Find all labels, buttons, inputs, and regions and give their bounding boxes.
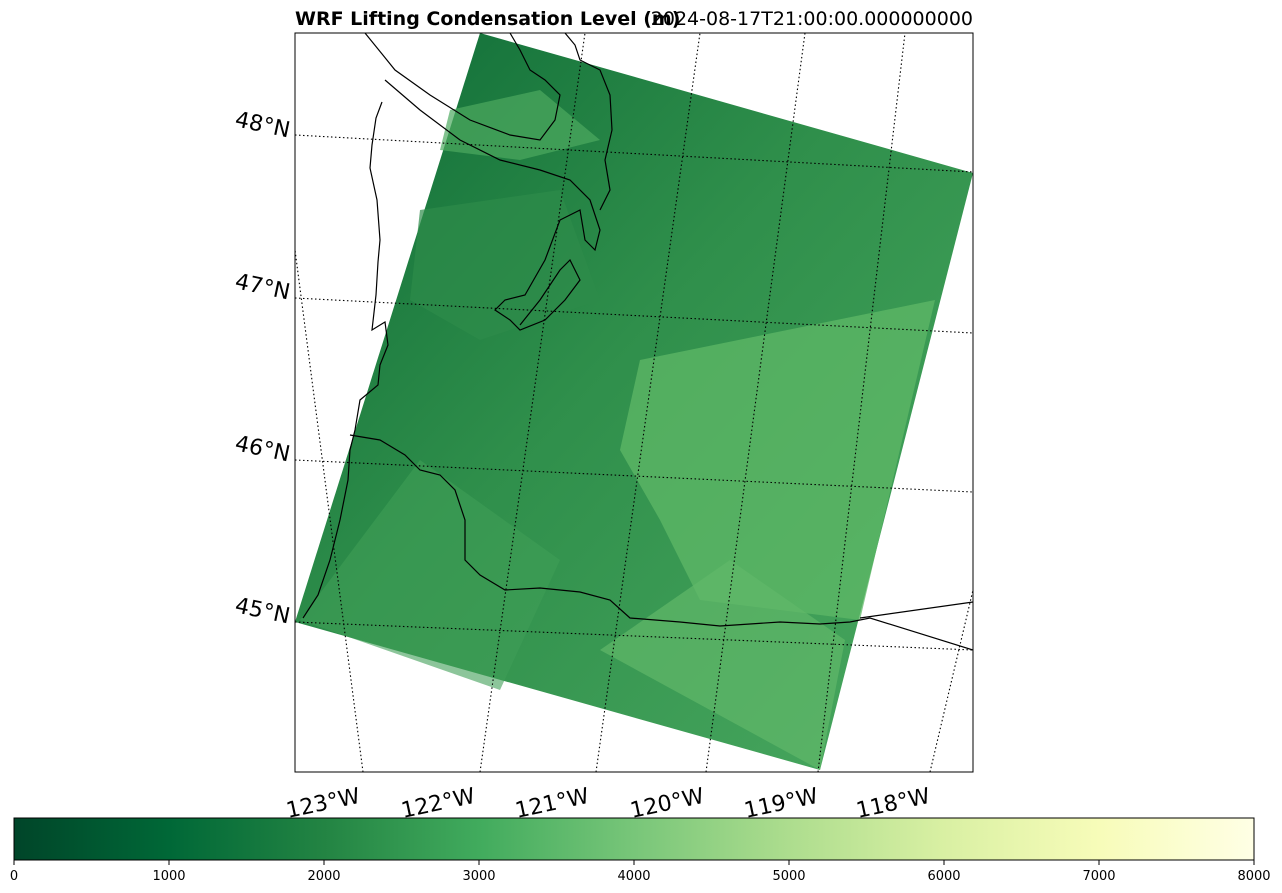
map-frame	[294, 32, 974, 773]
colorbar	[13, 817, 1255, 861]
colorbar-tick-label: 5000	[772, 869, 805, 884]
gridline-122w	[479, 33, 586, 772]
colorbar-tick-label: 4000	[617, 869, 650, 884]
longitude-gridlines	[295, 33, 973, 772]
latitude-gridlines	[295, 134, 973, 651]
colorbar-tick-label: 1000	[152, 869, 185, 884]
colorbar-tick-label: 3000	[462, 869, 495, 884]
map-area	[295, 33, 973, 772]
gridline-46n	[295, 459, 973, 493]
colorbar-ticks: 0 1000 2000 3000 4000 5000 6000 7000 8000	[10, 860, 1271, 884]
colorbar-tick-label: 2000	[307, 869, 340, 884]
lcl-field-light-zone-3	[600, 560, 845, 770]
puget-sound-inner	[364, 33, 561, 141]
lcl-field-light-zone	[620, 300, 935, 620]
lat-label-48n: 48°N	[233, 107, 292, 143]
pacific-coastline	[302, 101, 389, 619]
lat-label-45n: 45°N	[233, 593, 292, 629]
colorbar-tick-label: 6000	[927, 869, 960, 884]
columbia-river-border	[349, 434, 973, 651]
san-juan-coast	[564, 33, 613, 211]
gridline-119w	[817, 33, 906, 772]
lcl-field-light-strip	[440, 90, 600, 160]
lat-label-47n: 47°N	[233, 269, 292, 305]
gridline-121w	[595, 33, 701, 772]
gridline-45n	[295, 621, 973, 651]
gridline-118w	[929, 589, 973, 772]
coastlines	[302, 33, 973, 651]
gridline-47n	[295, 297, 973, 334]
puget-sound-outline	[384, 79, 601, 331]
idaho-border	[859, 601, 973, 619]
colorbar-tick-label: 7000	[1082, 869, 1115, 884]
map-title: WRF Lifting Condensation Level (m)	[295, 8, 680, 30]
map-timestamp: 2024-08-17T21:00:00.000000000	[651, 8, 973, 30]
colorbar-tick-label: 0	[10, 869, 18, 884]
gridline-120w	[705, 33, 806, 772]
gridline-48n	[295, 134, 973, 173]
colorbar-tick-label: 8000	[1237, 869, 1270, 884]
lat-label-46n: 46°N	[233, 431, 292, 467]
lcl-field-mid-zone	[410, 190, 600, 340]
lcl-field-light-zone-2	[300, 460, 560, 690]
